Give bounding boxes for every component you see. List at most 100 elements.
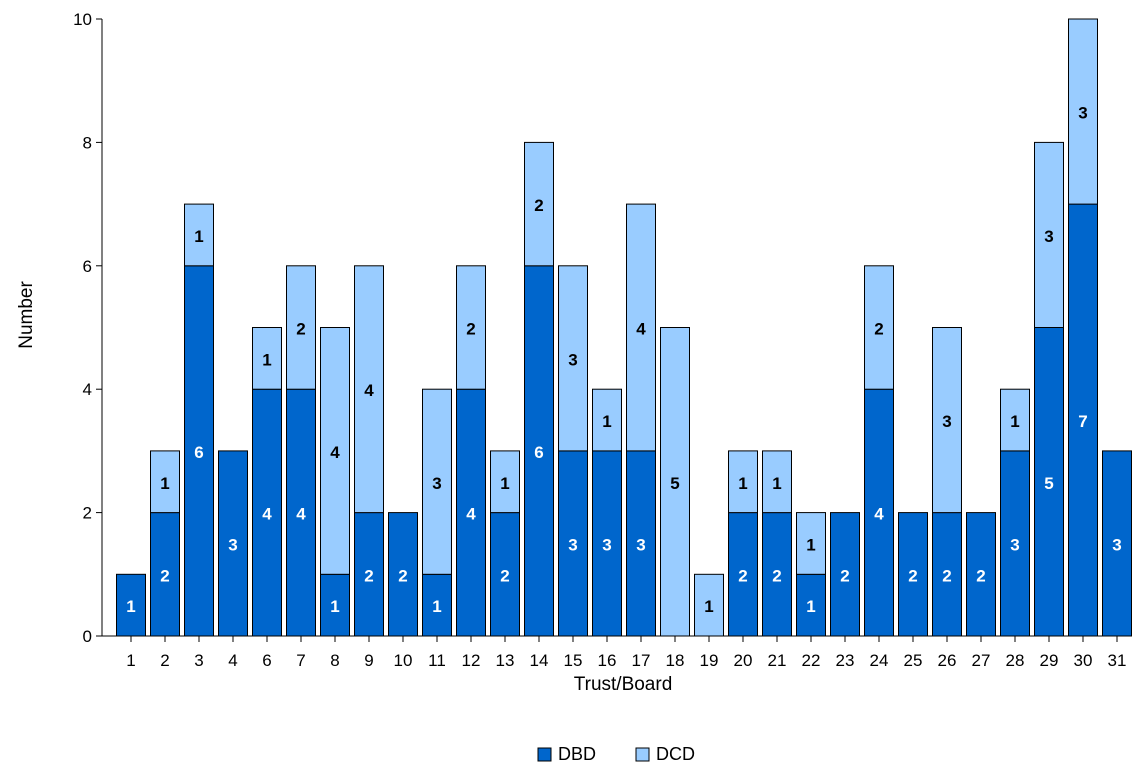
bar-dcd-2 — [150, 450, 180, 514]
bar-dbd-15 — [558, 450, 588, 637]
x-axis-title: Trust/Board — [574, 674, 673, 695]
x-tick-label: 28 — [1006, 651, 1025, 670]
data-label-dcd-3: 1 — [194, 227, 203, 246]
x-tick-label: 3 — [194, 651, 203, 670]
data-label-dbd-6: 4 — [262, 505, 272, 524]
data-label-dbd-15: 3 — [568, 535, 577, 554]
x-tick-label: 15 — [564, 651, 583, 670]
data-label-dbd-1: 1 — [126, 597, 135, 616]
x-tick-label: 6 — [262, 651, 271, 670]
x-tick-label: 21 — [768, 651, 787, 670]
data-label-dbd-17: 3 — [636, 535, 645, 554]
bar-dbd-30 — [1068, 203, 1098, 637]
bar-dcd-21 — [762, 450, 792, 514]
bar-dcd-15 — [558, 265, 588, 452]
data-label-dbd-29: 5 — [1044, 474, 1053, 493]
bar-dcd-9 — [354, 265, 384, 514]
bar-dcd-28 — [1000, 388, 1030, 452]
data-label-dcd-28: 1 — [1010, 412, 1019, 431]
data-label-dbd-2: 2 — [160, 566, 169, 585]
x-tick-label: 30 — [1074, 651, 1093, 670]
x-tick-label: 20 — [734, 651, 753, 670]
bar-dcd-20 — [728, 450, 758, 514]
data-label-dcd-12: 2 — [466, 320, 475, 339]
x-tick-label: 31 — [1108, 651, 1127, 670]
bar-dbd-2 — [150, 512, 180, 637]
data-label-dcd-22: 1 — [806, 535, 815, 554]
bar-dbd-8 — [320, 573, 350, 637]
bar-dcd-17 — [626, 203, 656, 452]
data-label-dbd-20: 2 — [738, 566, 747, 585]
x-tick-label: 8 — [330, 651, 339, 670]
data-label-dbd-16: 3 — [602, 535, 611, 554]
x-tick-label: 7 — [296, 651, 305, 670]
x-tick-label: 13 — [496, 651, 515, 670]
bar-dcd-13 — [490, 450, 520, 514]
data-label-dcd-7: 2 — [296, 320, 305, 339]
data-label-dbd-10: 2 — [398, 566, 407, 585]
bar-dbd-3 — [184, 265, 214, 637]
bar-dcd-3 — [184, 203, 214, 267]
data-label-dbd-22: 1 — [806, 597, 815, 616]
data-label-dcd-19: 1 — [704, 597, 713, 616]
data-label-dcd-16: 1 — [602, 412, 611, 431]
data-label-dbd-26: 2 — [942, 566, 951, 585]
y-axis-title: Number — [16, 281, 37, 349]
axes-layer — [101, 19, 1131, 637]
x-tick-label: 16 — [598, 651, 617, 670]
bar-dcd-7 — [286, 265, 316, 390]
y-tick-label: 2 — [83, 504, 92, 523]
bar-dbd-31 — [1102, 450, 1132, 637]
legend-swatch-dbd — [537, 747, 552, 762]
x-tick-label: 2 — [160, 651, 169, 670]
data-label-dbd-28: 3 — [1010, 535, 1019, 554]
x-tick-label: 27 — [972, 651, 991, 670]
x-tick-label: 26 — [938, 651, 957, 670]
bars-layer — [116, 18, 1132, 637]
y-tick-label: 4 — [83, 380, 92, 399]
bar-dbd-12 — [456, 388, 486, 637]
x-tick-label: 1 — [126, 651, 135, 670]
bar-dcd-8 — [320, 327, 350, 575]
bar-dbd-17 — [626, 450, 656, 637]
data-label-dcd-26: 3 — [942, 412, 951, 431]
bar-dbd-26 — [932, 512, 962, 637]
y-ticks-layer: 0 2 4 6 8 10 — [73, 10, 102, 646]
x-tick-label: 11 — [428, 651, 446, 670]
x-tick-label: 24 — [870, 651, 889, 670]
data-label-dcd-6: 1 — [262, 350, 271, 369]
y-tick-label: 8 — [83, 133, 92, 152]
bar-dcd-29 — [1034, 141, 1064, 328]
data-label-dbd-24: 4 — [874, 505, 884, 524]
y-tick-label: 0 — [83, 627, 92, 646]
bar-dbd-28 — [1000, 450, 1030, 637]
legend-swatch-dcd — [635, 747, 650, 762]
data-label-dcd-9: 4 — [364, 381, 374, 400]
data-label-dbd-14: 6 — [534, 443, 543, 462]
data-label-dcd-20: 1 — [738, 474, 747, 493]
data-label-dcd-14: 2 — [534, 196, 543, 215]
data-label-dbd-27: 2 — [976, 566, 985, 585]
x-tick-label: 14 — [530, 651, 549, 670]
bar-dcd-6 — [252, 327, 282, 390]
data-label-dcd-29: 3 — [1044, 227, 1053, 246]
bar-dcd-18 — [660, 327, 690, 637]
bar-dbd-1 — [116, 573, 146, 637]
data-label-dcd-24: 2 — [874, 320, 883, 339]
x-tick-label: 18 — [666, 651, 685, 670]
bar-dcd-12 — [456, 265, 486, 390]
data-label-dcd-17: 4 — [636, 320, 646, 339]
y-tick-label: 10 — [73, 10, 92, 29]
bar-dbd-27 — [966, 512, 996, 637]
data-label-dbd-3: 6 — [194, 443, 203, 462]
x-tick-label: 25 — [904, 651, 923, 670]
bar-dcd-26 — [932, 327, 962, 514]
value-labels-layer: 1 2 1 6 1 3 4 1 4 2 1 4 2 4 2 1 3 4 2 2 1 6 2 3 3 3 1 3 4 5 1 2 1 2 1 1 1 2 4 2… — [126, 104, 1121, 617]
data-label-dbd-23: 2 — [840, 566, 849, 585]
data-label-dbd-8: 1 — [330, 597, 339, 616]
bar-dbd-11 — [422, 573, 452, 637]
x-tick-label: 17 — [632, 651, 651, 670]
x-tick-label: 22 — [802, 651, 821, 670]
x-tick-label: 12 — [462, 651, 481, 670]
